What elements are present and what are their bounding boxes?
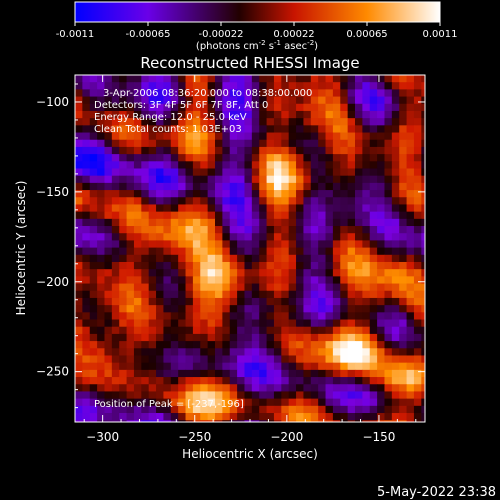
x-tick-label: −300 [86,430,119,444]
colorbar-tick-label: 0.00065 [346,29,387,40]
colorbar-tick-label: -0.0011 [56,29,95,40]
x-axis-label: Heliocentric X (arcsec) [182,447,318,461]
y-axis-label: Heliocentric Y (arcsec) [14,181,28,316]
plot-title: Reconstructed RHESSI Image [140,54,359,72]
x-axis: −300 −250 −200 −150 [83,75,417,444]
y-axis: −100 −150 −200 −250 [36,83,425,409]
colorbar-tick-label: -0.00065 [126,29,171,40]
y-tick-label: −150 [36,185,69,199]
colorbar: -0.0011 -0.00065 -0.00022 0.00022 0.00065 0.0… [56,1,458,52]
peak-position-label: Position of Peak = [-237,-196] [94,399,244,410]
colorbar-ticks: -0.0011 -0.00065 -0.00022 0.00022 0.00065 0.0… [56,22,458,40]
colorbar-tick-label: 0.00022 [273,29,314,40]
info-time-range: 3-Apr-2006 08:36:20.000 to 08:38:00.000 [103,88,312,99]
colorbar-units: (photons cm-2 s-1 asec-2) [196,39,318,52]
y-tick-label: −250 [36,365,69,379]
footer-timestamp: 5-May-2022 23:38 [377,485,496,500]
info-detectors: Detectors: 3F 4F 5F 6F 7F 8F, Att 0 [94,100,268,111]
y-tick-label: −100 [36,95,69,109]
colorbar-tick-label: -0.00022 [199,29,244,40]
info-overlay: 3-Apr-2006 08:36:20.000 to 08:38:00.000 … [94,88,312,410]
x-tick-label: −200 [270,430,303,444]
info-clean-counts: Clean Total counts: 1.03E+03 [94,124,242,135]
info-energy-range: Energy Range: 12.0 - 25.0 keV [94,112,247,123]
x-tick-label: −150 [362,430,395,444]
x-tick-label: −250 [178,430,211,444]
y-tick-label: −200 [36,275,69,289]
colorbar-gradient [74,1,441,23]
colorbar-tick-label: 0.0011 [423,29,458,40]
heatmap-image [75,75,425,422]
